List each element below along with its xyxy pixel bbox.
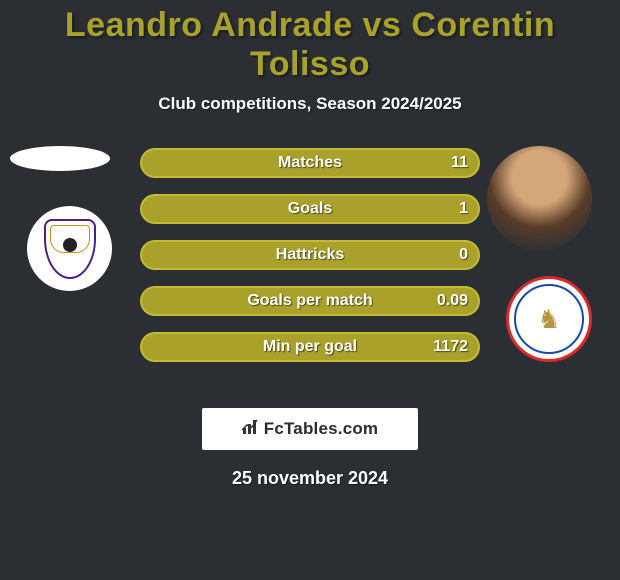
brand-text: FcTables.com: [264, 419, 379, 439]
crest-inner-ring: ♞: [514, 284, 584, 354]
comparison-stage: ♞ Matches 11 Goals 1 Hattricks 0 Goals per mat…: [0, 136, 620, 396]
stat-label: Matches: [278, 154, 342, 172]
lion-icon: ♞: [537, 306, 560, 332]
chart-icon: [242, 418, 260, 441]
stat-label: Hattricks: [276, 246, 344, 264]
stat-row: Goals 1: [140, 194, 480, 224]
left-club-crest: [27, 206, 112, 291]
date-stamp: 25 november 2024: [0, 468, 620, 489]
stat-value: 11: [451, 154, 468, 172]
stat-value: 0: [459, 246, 468, 264]
stat-value: 1172: [433, 338, 468, 356]
stat-row: Min per goal 1172: [140, 332, 480, 362]
stat-value: 0.09: [437, 292, 468, 310]
stat-row: Matches 11: [140, 148, 480, 178]
stat-label: Goals: [288, 200, 332, 218]
comparison-title: Leandro Andrade vs Corentin Tolisso: [0, 0, 620, 84]
brand-badge: FcTables.com: [202, 408, 418, 450]
right-club-crest: ♞: [506, 276, 592, 362]
stat-label: Goals per match: [247, 292, 372, 310]
stat-bars: Matches 11 Goals 1 Hattricks 0 Goals per match…: [140, 148, 480, 378]
player-left-avatar: [10, 146, 110, 171]
stat-value: 1: [459, 200, 468, 218]
ball-icon: [63, 238, 77, 252]
stat-label: Min per goal: [263, 338, 357, 356]
stat-row: Hattricks 0: [140, 240, 480, 270]
comparison-subtitle: Club competitions, Season 2024/2025: [0, 94, 620, 114]
player-right-avatar: [487, 146, 592, 251]
stat-row: Goals per match 0.09: [140, 286, 480, 316]
shield-icon: [44, 219, 96, 279]
